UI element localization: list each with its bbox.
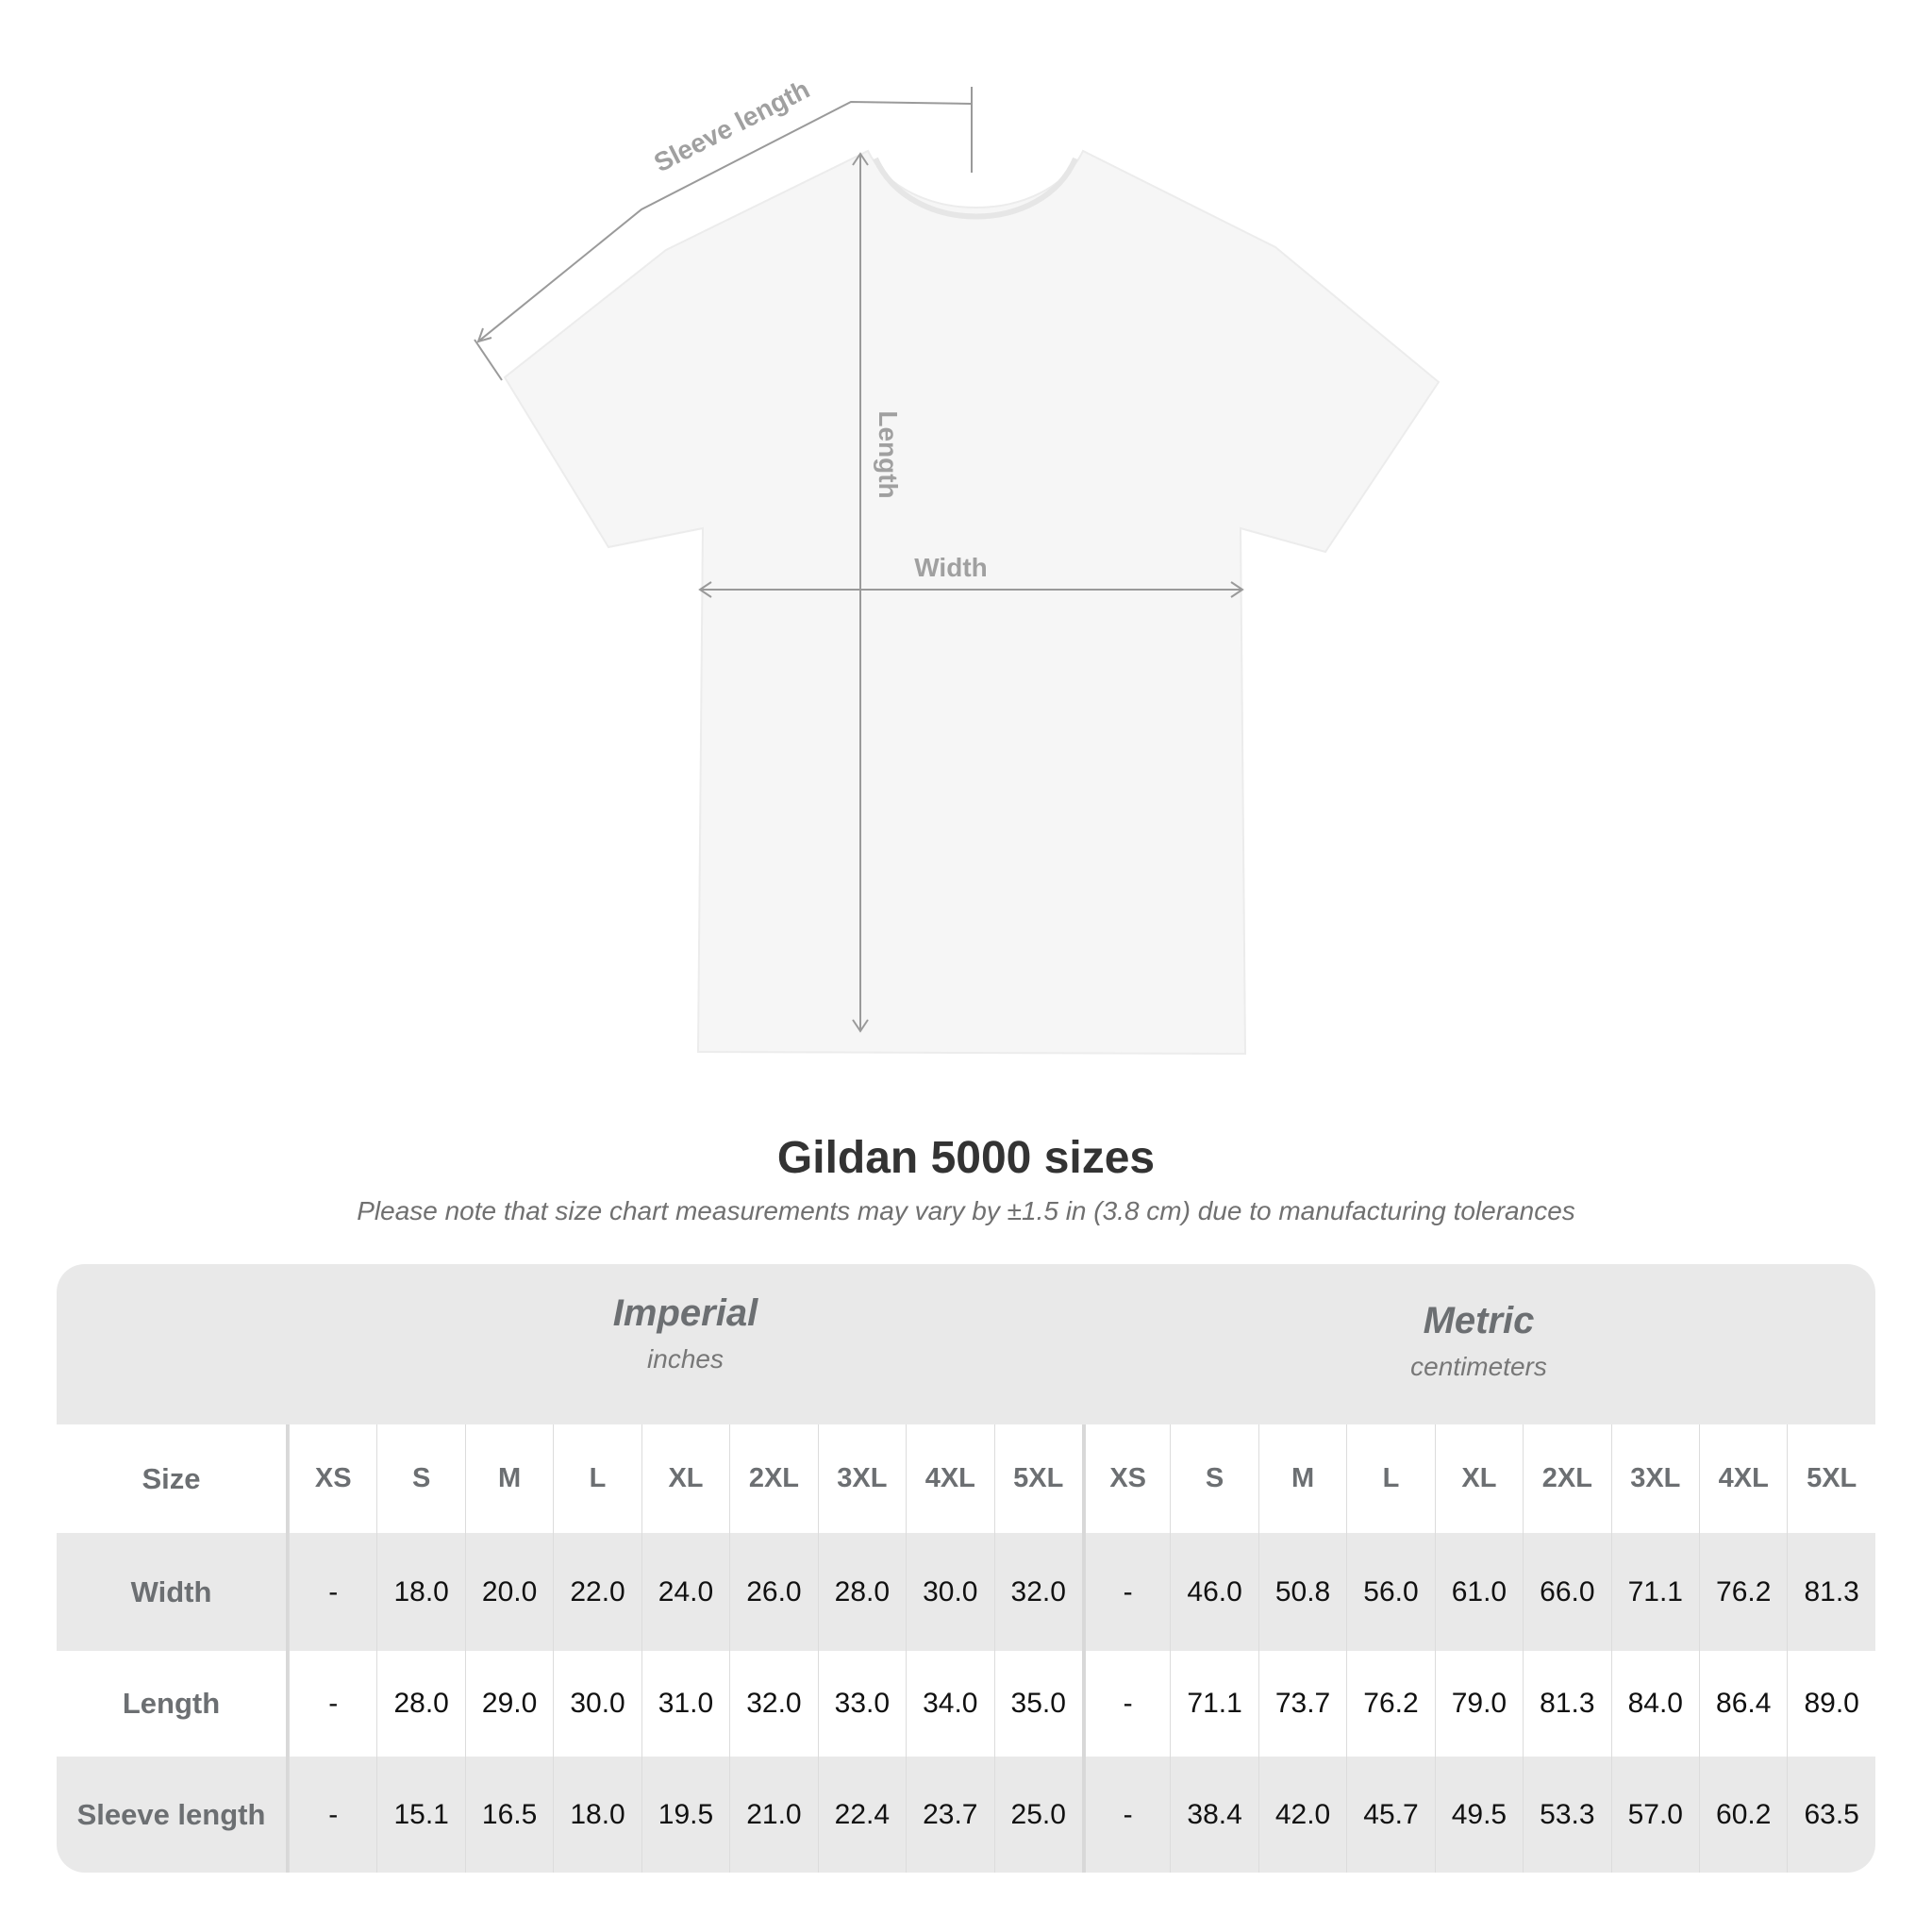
- value-cell-metric: 71.1: [1170, 1651, 1257, 1757]
- value-cell-metric: 50.8: [1257, 1533, 1346, 1651]
- value-cell-imperial: 16.5: [464, 1757, 553, 1873]
- imperial-header: Imperial inches: [612, 1292, 758, 1374]
- value-cell-imperial: -: [289, 1757, 376, 1873]
- tshirt-shape: [503, 149, 1441, 1056]
- sleeve-line: [477, 100, 973, 342]
- value-cell-imperial: -: [289, 1533, 376, 1651]
- value-cell-metric: 46.0: [1170, 1533, 1257, 1651]
- value-cell-metric: -: [1081, 1757, 1170, 1873]
- value-cell-metric: 66.0: [1523, 1533, 1610, 1651]
- value-cell-imperial: 28.0: [376, 1651, 464, 1757]
- value-cell-imperial: 18.0: [553, 1757, 641, 1873]
- size-header-imperial: S: [376, 1424, 464, 1533]
- width-label: Width: [914, 553, 988, 582]
- value-cell-imperial: 19.5: [641, 1757, 729, 1873]
- value-cell-metric: 81.3: [1787, 1533, 1874, 1651]
- size-header-metric: L: [1346, 1424, 1434, 1533]
- value-cell-imperial: 32.0: [993, 1533, 1082, 1651]
- size-header-metric: 4XL: [1699, 1424, 1787, 1533]
- value-cell-metric: 60.2: [1699, 1757, 1787, 1873]
- value-cell-metric: 57.0: [1610, 1757, 1699, 1873]
- value-cell-metric: 63.5: [1787, 1757, 1874, 1873]
- size-header-metric: 3XL: [1610, 1424, 1699, 1533]
- size-header-imperial: L: [553, 1424, 641, 1533]
- table-header-band: [57, 1264, 1875, 1424]
- table-row: Width -18.0 20.0 22.0 24.0 26.0 28.0 30.0 32.0-4…: [57, 1533, 1875, 1651]
- value-cell-imperial: 31.0: [641, 1651, 729, 1757]
- page-title: Gildan 5000 sizes: [776, 1133, 1156, 1183]
- row-label: Size: [57, 1424, 289, 1533]
- measurement-lines: [474, 87, 1244, 1033]
- table-row: Sleeve length -15.1 16.5 18.0 19.5 21.0 22.4 23…: [57, 1757, 1875, 1873]
- value-cell-metric: 56.0: [1346, 1533, 1434, 1651]
- value-cell-imperial: 35.0: [993, 1651, 1082, 1757]
- size-header-imperial: 2XL: [729, 1424, 817, 1533]
- value-cell-imperial: 23.7: [906, 1757, 993, 1873]
- value-cell-imperial: 29.0: [464, 1651, 553, 1757]
- size-header-metric: S: [1170, 1424, 1257, 1533]
- value-cell-imperial: 20.0: [464, 1533, 553, 1651]
- size-table: Imperial inches Metric centimeters Size X…: [57, 1264, 1875, 1873]
- value-cell-metric: 49.5: [1434, 1757, 1523, 1873]
- value-cell-metric: 42.0: [1257, 1757, 1346, 1873]
- size-header-row: Size XS S M L XL 2XL 3XL 4XL 5XL XS S M L XL 2XL 3XL 4XL 5…: [57, 1424, 1875, 1533]
- value-cell-imperial: 28.0: [817, 1533, 906, 1651]
- row-label: Length: [57, 1651, 289, 1757]
- value-cell-metric: 89.0: [1787, 1651, 1874, 1757]
- tshirt-diagram: Width Length Sleeve length: [474, 75, 1441, 1056]
- value-cell-imperial: 30.0: [906, 1533, 993, 1651]
- value-cell-metric: 61.0: [1434, 1533, 1523, 1651]
- value-cell-metric: 38.4: [1170, 1757, 1257, 1873]
- size-header-imperial: 4XL: [906, 1424, 993, 1533]
- value-cell-metric: -: [1081, 1651, 1170, 1757]
- value-cell-imperial: 22.0: [553, 1533, 641, 1651]
- value-cell-imperial: 24.0: [641, 1533, 729, 1651]
- value-cell-metric: 84.0: [1610, 1651, 1699, 1757]
- value-cell-metric: 79.0: [1434, 1651, 1523, 1757]
- value-cell-metric: 76.2: [1346, 1651, 1434, 1757]
- value-cell-imperial: 26.0: [729, 1533, 817, 1651]
- size-header-metric: 5XL: [1787, 1424, 1874, 1533]
- value-cell-metric: 86.4: [1699, 1651, 1787, 1757]
- size-header-imperial: 3XL: [817, 1424, 906, 1533]
- row-label: Width: [57, 1533, 289, 1651]
- size-header-metric: XS: [1081, 1424, 1170, 1533]
- table-row: Length -28.0 29.0 30.0 31.0 32.0 33.0 34.0 35.0-…: [57, 1651, 1875, 1757]
- size-header-metric: 2XL: [1523, 1424, 1610, 1533]
- value-cell-imperial: 33.0: [817, 1651, 906, 1757]
- value-cell-metric: 73.7: [1257, 1651, 1346, 1757]
- value-cell-imperial: 32.0: [729, 1651, 817, 1757]
- value-cell-imperial: 22.4: [817, 1757, 906, 1873]
- value-cell-imperial: 18.0: [376, 1533, 464, 1651]
- size-header-metric: M: [1257, 1424, 1346, 1533]
- value-cell-imperial: 15.1: [376, 1757, 464, 1873]
- value-cell-imperial: 21.0: [729, 1757, 817, 1873]
- size-header-imperial: XL: [641, 1424, 729, 1533]
- length-label: Length: [874, 410, 903, 498]
- size-header-imperial: XS: [289, 1424, 376, 1533]
- value-cell-metric: 81.3: [1523, 1651, 1610, 1757]
- size-header-imperial: M: [464, 1424, 553, 1533]
- value-cell-imperial: 30.0: [553, 1651, 641, 1757]
- value-cell-metric: 71.1: [1610, 1533, 1699, 1651]
- value-cell-metric: 45.7: [1346, 1757, 1434, 1873]
- size-header-imperial: 5XL: [993, 1424, 1082, 1533]
- value-cell-imperial: 25.0: [993, 1757, 1082, 1873]
- value-cell-metric: 76.2: [1699, 1533, 1787, 1651]
- size-header-metric: XL: [1434, 1424, 1523, 1533]
- value-cell-metric: 53.3: [1523, 1757, 1610, 1873]
- value-cell-imperial: 34.0: [906, 1651, 993, 1757]
- tolerance-note: Please note that size chart measurements…: [357, 1196, 1575, 1225]
- value-cell-imperial: -: [289, 1651, 376, 1757]
- value-cell-metric: -: [1081, 1533, 1170, 1651]
- row-label: Sleeve length: [57, 1757, 289, 1873]
- metric-header: Metric centimeters: [1410, 1300, 1547, 1381]
